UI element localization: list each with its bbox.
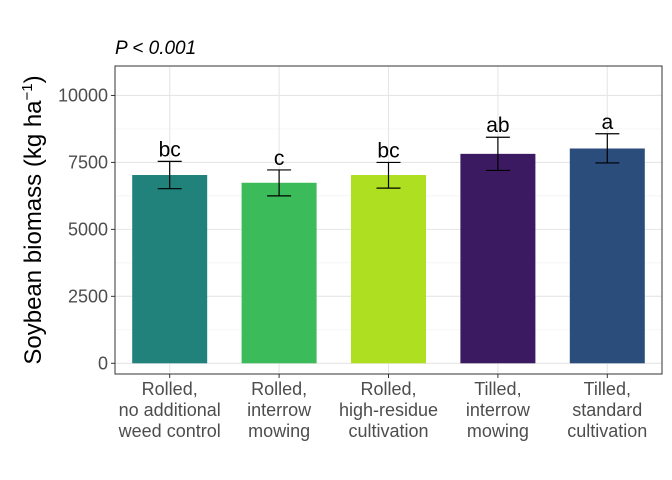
x-tick-label-line: Rolled, bbox=[360, 379, 416, 399]
x-tick-label-line: standard bbox=[572, 400, 642, 420]
y-tick-label: 0 bbox=[98, 353, 108, 373]
significance-letter: ab bbox=[486, 114, 509, 137]
error-bar bbox=[267, 169, 292, 197]
x-tick-label-line: high-residue bbox=[339, 400, 438, 420]
error-bar bbox=[485, 136, 510, 172]
x-tick-label-line: mowing bbox=[248, 421, 310, 441]
x-tick-label: Tilled, standard cultivation bbox=[567, 379, 647, 441]
bar bbox=[351, 175, 426, 364]
x-tick-label: Rolled, interrow mowing bbox=[247, 379, 312, 441]
y-axis-label: Soybean biomass (kg ha−1) bbox=[19, 75, 47, 364]
error-bar bbox=[157, 160, 182, 190]
significance-letters: bc c bc ab a bbox=[159, 111, 614, 170]
y-axis-label-main: Soybean biomass (kg ha bbox=[20, 100, 47, 365]
error-bar bbox=[376, 161, 401, 189]
y-axis-ticks: 0 2500 5000 7500 10000 bbox=[58, 85, 115, 373]
x-tick-label-line: Tilled, bbox=[474, 379, 521, 399]
x-tick-label-line: Tilled, bbox=[584, 379, 631, 399]
x-tick-label-line: weed control bbox=[118, 421, 221, 441]
x-tick-label: Rolled, no additional weed control bbox=[118, 379, 221, 441]
y-axis-label-superscript: −1 bbox=[19, 83, 36, 100]
error-bar bbox=[595, 133, 620, 164]
y-tick-label: 10000 bbox=[58, 85, 108, 105]
significance-letter: bc bbox=[377, 139, 399, 162]
error-bars bbox=[157, 133, 620, 197]
x-tick-label-line: Rolled, bbox=[142, 379, 198, 399]
x-tick-label-line: cultivation bbox=[567, 421, 647, 441]
significance-letter: a bbox=[601, 111, 613, 134]
x-tick-label-line: interrow bbox=[247, 400, 312, 420]
x-tick-label: Rolled, high-residue cultivation bbox=[339, 379, 438, 441]
bar bbox=[569, 148, 645, 364]
y-tick-label: 5000 bbox=[68, 219, 108, 239]
p-value-annotation: P < 0.001 bbox=[115, 38, 196, 59]
x-tick-label-line: Rolled, bbox=[251, 379, 307, 399]
y-axis-label-close: ) bbox=[20, 75, 47, 83]
x-tick-label-line: no additional bbox=[119, 400, 221, 420]
bars bbox=[132, 148, 645, 364]
x-tick-label-line: interrow bbox=[466, 400, 531, 420]
x-tick-label: Tilled, interrow mowing bbox=[466, 379, 531, 441]
significance-letter: bc bbox=[159, 138, 181, 161]
bar bbox=[241, 182, 317, 364]
y-tick-label: 7500 bbox=[68, 152, 108, 172]
x-tick-label-line: cultivation bbox=[348, 421, 428, 441]
y-tick-label: 2500 bbox=[68, 286, 108, 306]
bar bbox=[460, 153, 536, 364]
significance-letter: c bbox=[274, 147, 285, 170]
bar bbox=[132, 175, 208, 364]
x-tick-label-line: mowing bbox=[467, 421, 529, 441]
